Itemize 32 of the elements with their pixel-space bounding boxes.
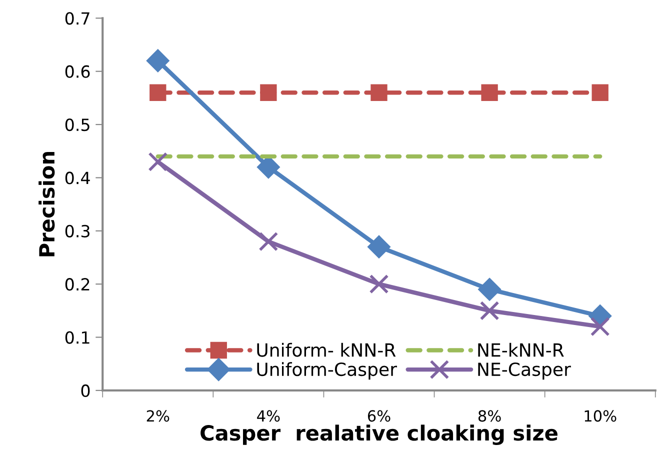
y-tick-label: 0.6 xyxy=(65,65,90,78)
point xyxy=(480,300,500,320)
y-tick-label: 0.5 xyxy=(65,118,90,132)
point xyxy=(258,232,278,252)
x-tick-label: 10% xyxy=(584,410,616,422)
legend-label: Uniform-Casper xyxy=(257,362,398,380)
point xyxy=(148,152,168,172)
point xyxy=(370,84,388,101)
y-tick-label: 0.2 xyxy=(65,278,90,291)
y-tick-label: 0 xyxy=(81,384,90,398)
x-tick-label: 8% xyxy=(478,410,501,422)
x-tick-label: 2% xyxy=(146,410,170,422)
point xyxy=(367,235,390,258)
y-tick-label: 0.1 xyxy=(65,331,90,344)
legend-label: NE-Casper xyxy=(478,362,571,380)
y-tick-label: 0.3 xyxy=(65,224,90,238)
x-tick-label: 4% xyxy=(257,410,280,422)
legend-label: Uniform- kNN-R xyxy=(257,342,396,357)
y-axis-title: Precision xyxy=(38,152,55,256)
x-axis-title: Casper realative cloaking size xyxy=(200,424,558,445)
point xyxy=(146,49,170,72)
y-tick-label: 0.7 xyxy=(65,12,90,25)
y-tick-label: 0.4 xyxy=(65,172,90,184)
point xyxy=(592,84,608,101)
x-tick-label: 6% xyxy=(368,410,390,422)
legend-label: NE-kNN-R xyxy=(478,342,564,357)
point xyxy=(150,84,166,101)
point xyxy=(260,84,277,101)
point xyxy=(478,278,502,301)
point xyxy=(481,84,498,101)
point xyxy=(369,274,389,294)
point xyxy=(590,316,610,336)
